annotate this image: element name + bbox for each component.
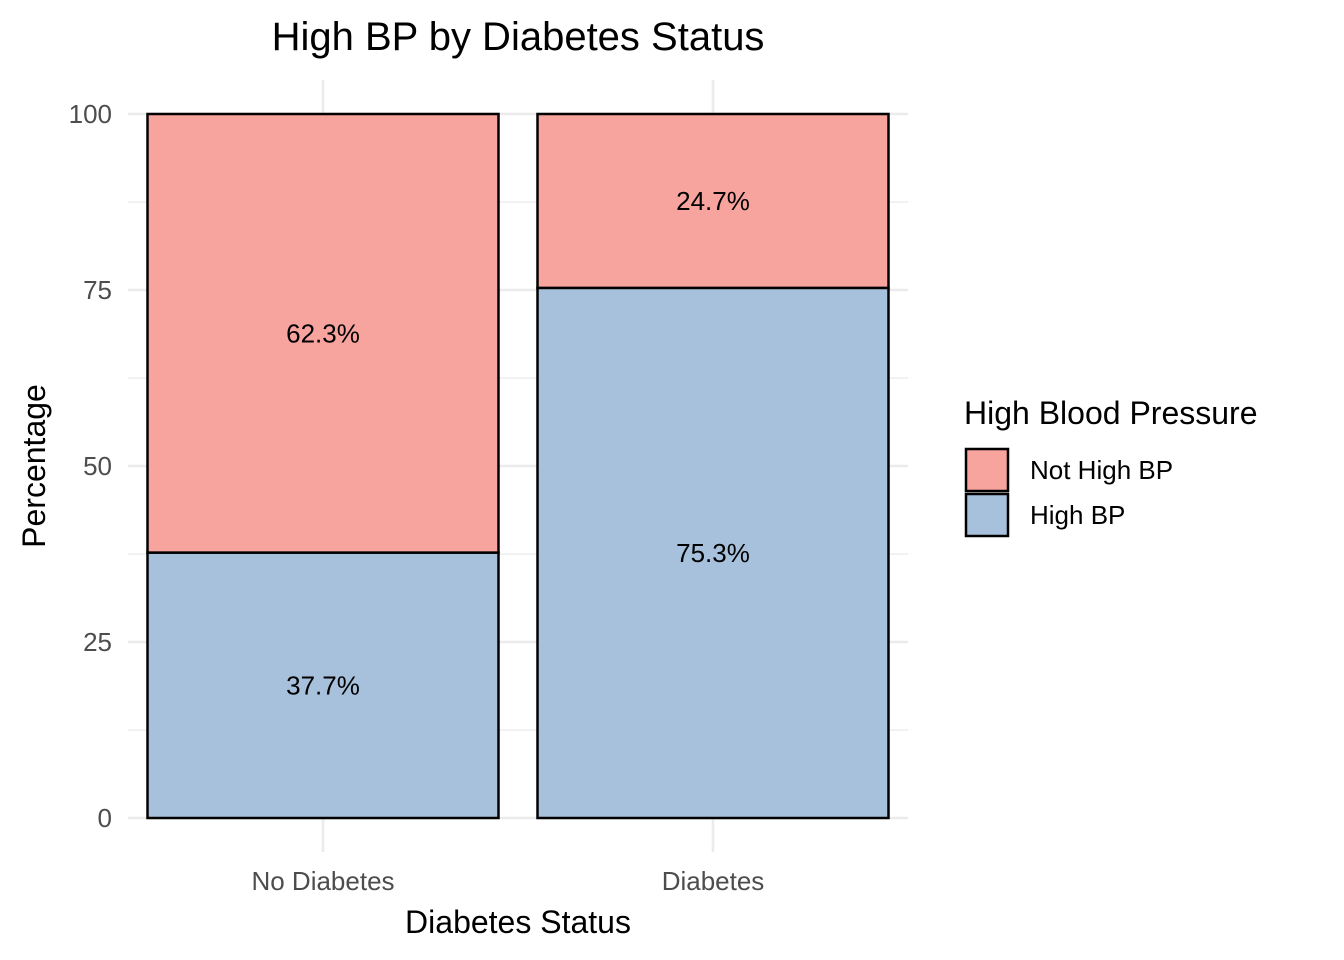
y-axis-title: Percentage [16, 384, 52, 548]
data-label-no-diabetes-not-high-bp: 62.3% [286, 318, 360, 348]
legend-key-not-high-bp [964, 447, 1010, 493]
data-label-no-diabetes-high-bp: 37.7% [286, 670, 360, 700]
bar-diabetes-high-bp [536, 286, 890, 820]
chart-title: High BP by Diabetes Status [272, 15, 765, 59]
legend-key-high-bp [964, 492, 1010, 538]
x-tick-label: No Diabetes [251, 866, 394, 896]
x-tick-labels: No Diabetes Diabetes [251, 866, 764, 896]
data-label-diabetes-not-high-bp: 24.7% [676, 186, 750, 216]
y-tick-label: 0 [98, 803, 112, 833]
data-label-diabetes-high-bp: 75.3% [676, 538, 750, 568]
data-labels: 37.7% 62.3% 75.3% 24.7% [286, 186, 750, 700]
x-tick-label: Diabetes [662, 866, 765, 896]
y-tick-label: 50 [83, 451, 112, 481]
bar-no-diabetes-high-bp [146, 551, 500, 820]
legend-label-not-high-bp: Not High BP [1030, 455, 1173, 485]
y-tick-labels: 0 25 50 75 100 [69, 99, 112, 833]
x-axis-title: Diabetes Status [405, 904, 631, 940]
legend-label-high-bp: High BP [1030, 500, 1125, 530]
legend-title: High Blood Pressure [964, 395, 1257, 431]
y-tick-label: 100 [69, 99, 112, 129]
bars [146, 112, 890, 820]
bar-diabetes-not-high-bp [536, 112, 890, 290]
y-tick-label: 75 [83, 275, 112, 305]
legend: High Blood Pressure Not High BP High BP [964, 395, 1257, 538]
y-tick-label: 25 [83, 627, 112, 657]
bar-no-diabetes-not-high-bp [146, 112, 500, 554]
